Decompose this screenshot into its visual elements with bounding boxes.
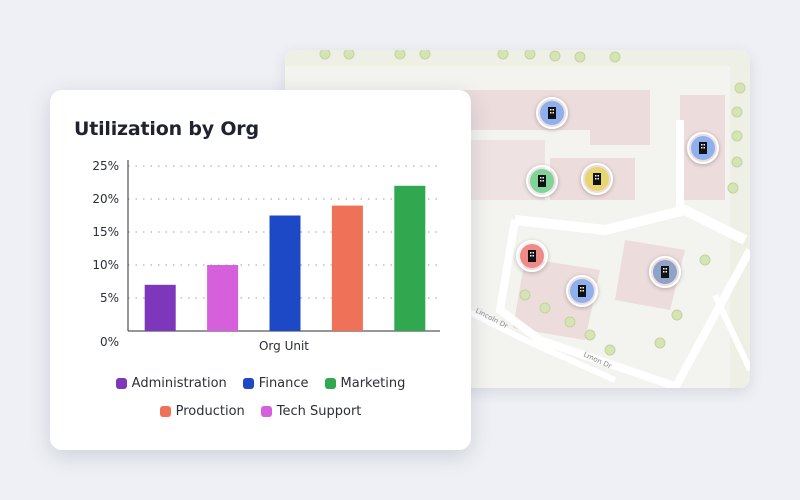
legend-swatch: [242, 378, 254, 389]
legend-row: Administration Finance Marketing: [50, 376, 471, 391]
map-pin-building[interactable]: [566, 275, 598, 307]
y-tick-label: 20%: [92, 192, 119, 206]
building-icon: [548, 107, 556, 119]
bar-tech-support: [207, 265, 239, 331]
bar-administration: [144, 284, 176, 331]
bar-production: [331, 205, 363, 331]
map-pin-building[interactable]: [581, 163, 613, 195]
x-axis-title: Org Unit: [259, 339, 309, 353]
bar-finance: [269, 215, 301, 331]
y-tick-label: 15%: [92, 225, 119, 239]
building-icon: [661, 266, 669, 278]
building-icon: [593, 173, 601, 185]
legend-item: Finance: [242, 376, 309, 391]
building-icon: [578, 285, 586, 297]
legend-label: Marketing: [340, 376, 406, 391]
y-tick-label: 25%: [92, 159, 119, 173]
map-pin-building[interactable]: [687, 132, 719, 164]
legend-label: Finance: [258, 376, 309, 391]
legend-item: Tech Support: [260, 404, 362, 419]
legend-swatch: [115, 378, 127, 389]
legend-swatch: [159, 406, 171, 417]
map-pin-building[interactable]: [516, 240, 548, 272]
chart-card: Utilization by Org 0% 5% 10% 15% 20% 25% Org U…: [50, 90, 471, 450]
legend-label: Tech Support: [276, 404, 362, 419]
y-tick-label: 5%: [100, 291, 119, 305]
map-pin-building[interactable]: [526, 165, 558, 197]
y-tick-label: 10%: [92, 258, 119, 272]
legend-label: Production: [175, 404, 245, 419]
building-icon: [538, 175, 546, 187]
legend-row: Production Tech Support: [50, 404, 471, 419]
building-icon: [699, 142, 707, 154]
legend-item: Production: [159, 404, 245, 419]
legend-swatch: [260, 406, 272, 417]
bar-marketing: [394, 185, 426, 331]
chart-title: Utilization by Org: [74, 118, 259, 140]
legend-item: Marketing: [324, 376, 406, 391]
map-pin-building[interactable]: [536, 97, 568, 129]
legend-item: Administration: [115, 376, 227, 391]
bar-chart: 0% 5% 10% 15% 20% 25% Org Unit: [92, 159, 440, 353]
y-tick-label: 0%: [100, 335, 119, 349]
building-icon: [528, 250, 536, 262]
legend-label: Administration: [131, 376, 227, 391]
map-pin-building[interactable]: [649, 256, 681, 288]
legend-swatch: [324, 378, 336, 389]
